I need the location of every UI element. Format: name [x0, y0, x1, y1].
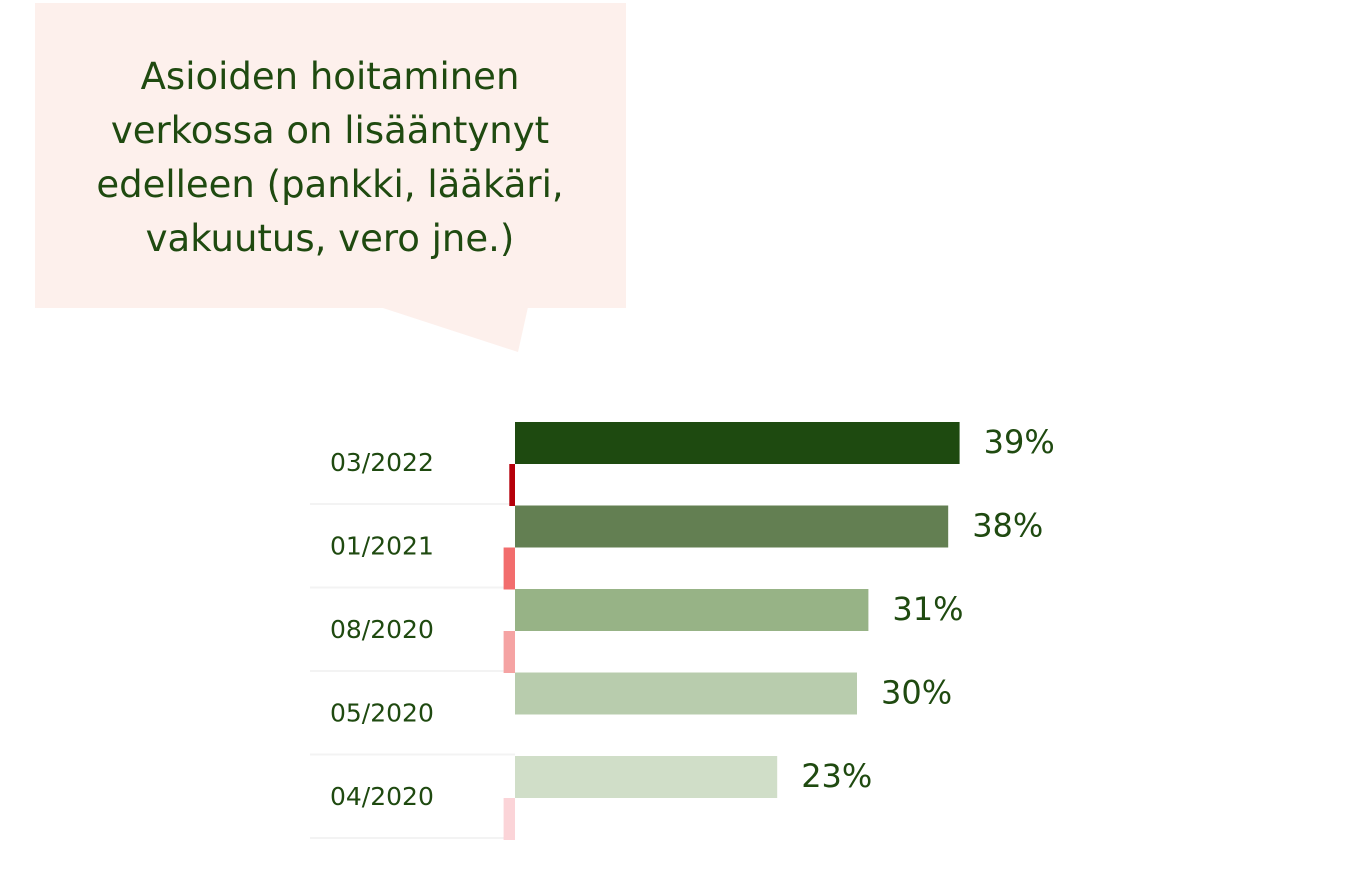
bar: [503, 631, 515, 673]
bar: [515, 422, 960, 464]
bar: [515, 672, 857, 715]
speech-bubble-tail: [380, 307, 528, 352]
category-label: 01/2021: [330, 532, 434, 561]
chart-title: Asioiden hoitaminen verkossa on lisäänty…: [96, 55, 564, 260]
bar: [509, 464, 515, 506]
bar: [503, 547, 515, 590]
bar: [515, 505, 949, 548]
value-label: 30%: [881, 674, 952, 712]
value-label: 39%: [984, 423, 1055, 461]
category-label: 04/2020: [330, 782, 434, 811]
category-label: 03/2022: [330, 448, 434, 477]
value-label: 31%: [892, 590, 963, 628]
bar: [515, 756, 778, 798]
category-label: 08/2020: [330, 615, 434, 644]
bar: [503, 798, 515, 840]
bar: [515, 589, 869, 631]
speech-bubble: [35, 3, 626, 308]
value-label: 38%: [972, 507, 1043, 545]
category-label: 05/2020: [330, 699, 434, 728]
value-label: 23%: [801, 757, 872, 795]
